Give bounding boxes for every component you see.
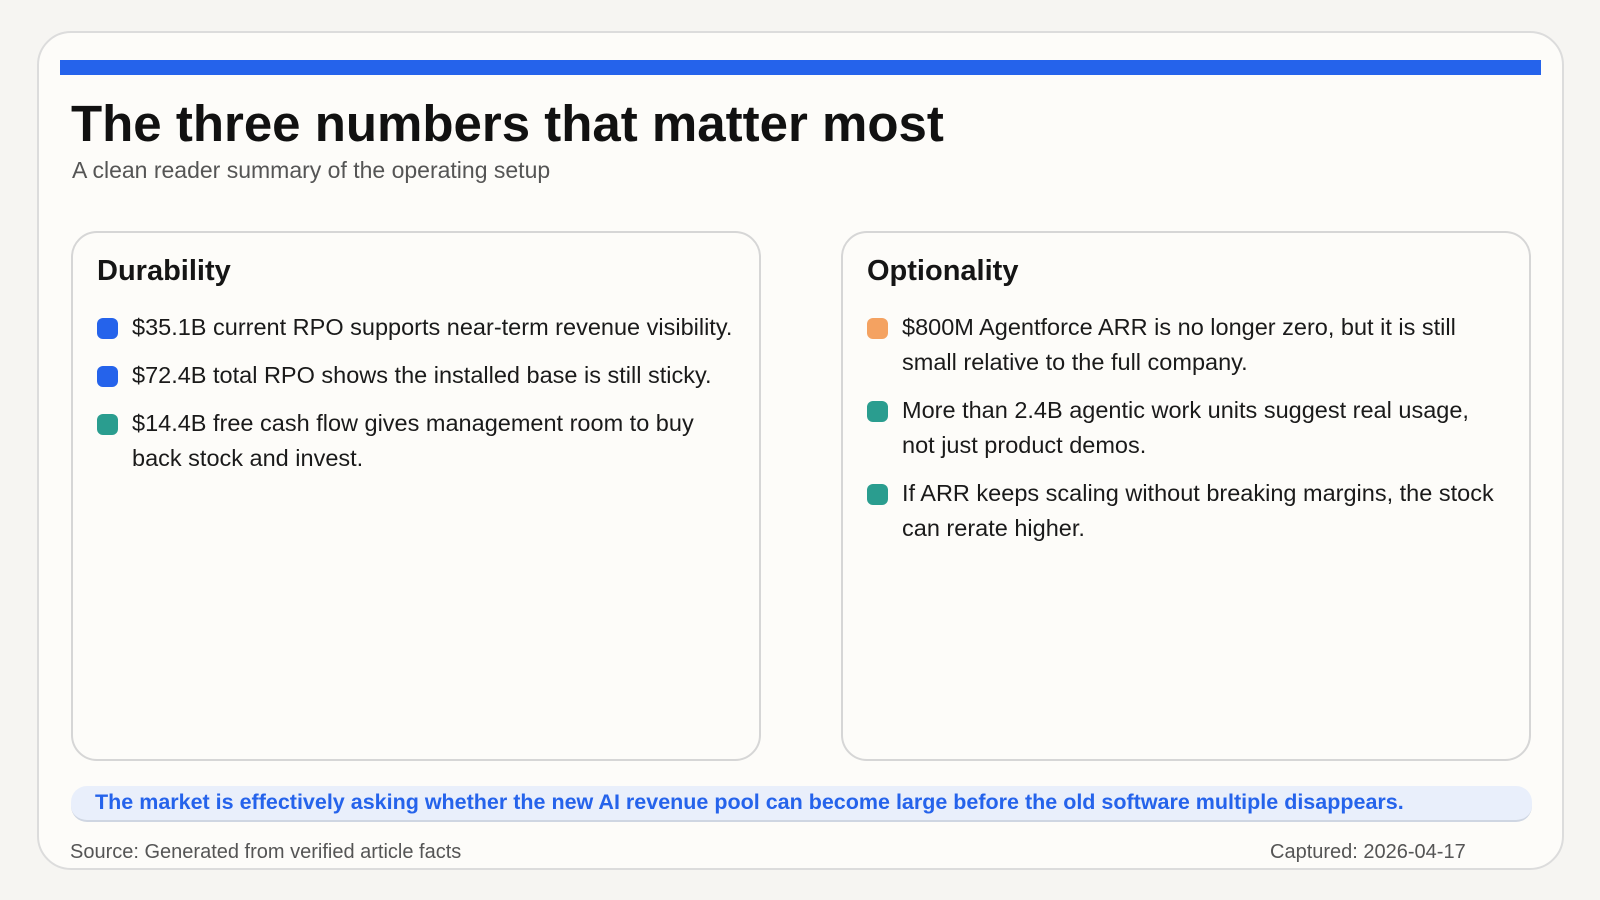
accent-bar [60, 60, 1541, 75]
item-text: If ARR keeps scaling without breaking ma… [902, 480, 1494, 541]
list-item: $72.4B total RPO shows the installed bas… [97, 358, 735, 393]
card-durability: Durability $35.1B current RPO supports n… [71, 231, 761, 761]
item-text: $800M Agentforce ARR is no longer zero, … [902, 314, 1456, 375]
captured-date: Captured: 2026-04-17 [1270, 841, 1466, 863]
item-text: More than 2.4B agentic work units sugges… [902, 397, 1469, 458]
list-item: More than 2.4B agentic work units sugges… [867, 393, 1505, 463]
card-optionality: Optionality $800M Agentforce ARR is no l… [841, 231, 1531, 761]
card-title: Durability [97, 255, 231, 287]
list-item: If ARR keeps scaling without breaking ma… [867, 476, 1505, 546]
page-title: The three numbers that matter most [71, 95, 944, 152]
bullet-icon [867, 401, 888, 422]
bullet-icon [867, 318, 888, 339]
page-subtitle: A clean reader summary of the operating … [72, 157, 551, 183]
bullet-icon [97, 414, 118, 435]
bullet-icon [97, 318, 118, 339]
item-text: $35.1B current RPO supports near-term re… [132, 314, 733, 340]
list-item: $800M Agentforce ARR is no longer zero, … [867, 310, 1505, 380]
item-text: $14.4B free cash flow gives management r… [132, 410, 694, 471]
takeaway-banner: The market is effectively asking whether… [71, 786, 1532, 822]
item-text: $72.4B total RPO shows the installed bas… [132, 362, 712, 388]
bullet-icon [867, 484, 888, 505]
card-title: Optionality [867, 255, 1019, 287]
list-item: $14.4B free cash flow gives management r… [97, 406, 735, 476]
list-item: $35.1B current RPO supports near-term re… [97, 310, 735, 345]
bullet-icon [97, 366, 118, 387]
source-note: Source: Generated from verified article … [70, 841, 462, 863]
